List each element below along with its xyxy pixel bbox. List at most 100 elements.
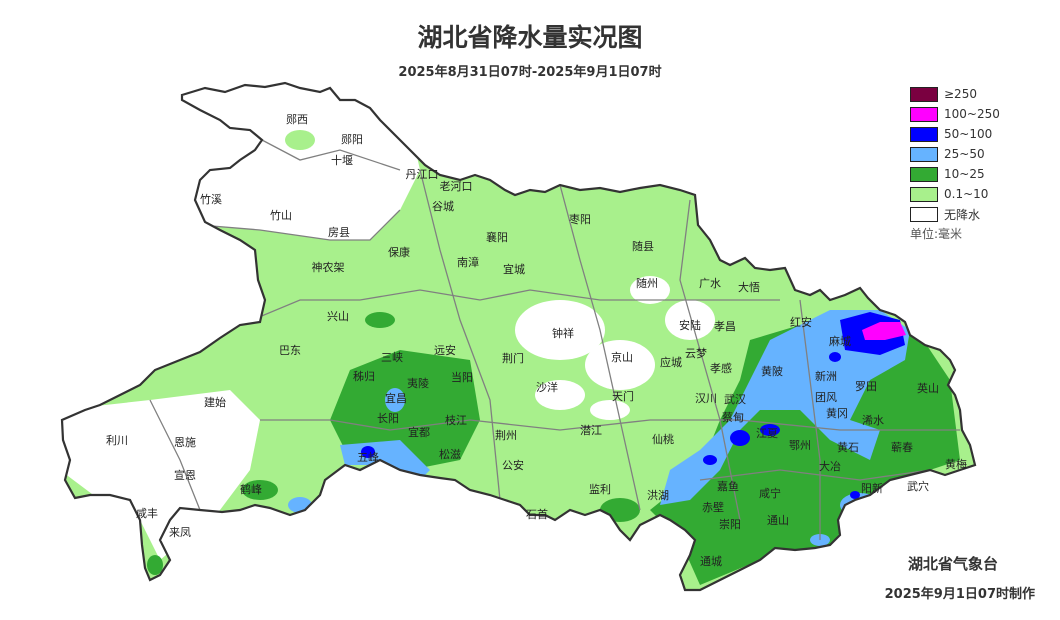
- county-label: 随州: [636, 276, 658, 290]
- county-label: 广水: [699, 277, 721, 290]
- county-label: 罗田: [855, 380, 877, 393]
- county-label: 襄阳: [486, 230, 508, 244]
- county-label: 江夏: [756, 427, 778, 440]
- legend-swatch: [910, 206, 938, 222]
- county-label: 天门: [612, 389, 634, 403]
- no-rain-area: [535, 380, 585, 410]
- issuer: 湖北省气象台: [907, 555, 998, 573]
- county-boundary: [679, 199, 741, 521]
- county-label: 长阳: [377, 412, 399, 425]
- moderate-rain-area: [600, 498, 640, 522]
- legend-swatch: [910, 106, 938, 122]
- county-boundary: [699, 469, 931, 481]
- county-label: 竹溪: [200, 192, 222, 206]
- county-label: 恩施: [174, 436, 196, 449]
- county-label: 神农架: [312, 260, 345, 274]
- county-label: 建始: [204, 395, 226, 409]
- county-label: 沙洋: [536, 380, 558, 394]
- county-label: 五峰: [357, 451, 379, 464]
- county-label: 十堰: [331, 153, 353, 167]
- county-label: 大悟: [738, 280, 760, 294]
- county-boundary: [559, 184, 641, 511]
- county-label: 黄梅: [945, 457, 967, 471]
- county-label: 团风: [815, 391, 837, 404]
- county-label: 蕲春: [891, 441, 913, 454]
- rainstorm-area: [703, 455, 717, 465]
- county-boundary: [419, 169, 501, 501]
- county-label: 来凤: [169, 526, 191, 539]
- county-label: 宜都: [408, 425, 430, 439]
- county-boundary: [261, 139, 401, 171]
- county-boundary: [799, 299, 821, 540]
- legend-item: 10~25: [910, 164, 1000, 184]
- county-boundary: [260, 419, 960, 431]
- moderate-rain-area: [242, 480, 278, 500]
- legend-unit: 单位:毫米: [910, 227, 963, 241]
- moderate-rain-area: [650, 310, 960, 585]
- county-label: 鹤峰: [240, 482, 262, 496]
- county-label: 武穴: [907, 479, 929, 493]
- county-label: 夷陵: [407, 377, 429, 390]
- county-label: 黄冈: [826, 406, 848, 420]
- no-rain-area: [515, 300, 605, 360]
- county-label: 宣恩: [174, 468, 196, 482]
- county-label: 崇阳: [719, 518, 741, 531]
- rainstorm-area: [829, 352, 841, 362]
- county-label: 麻城: [829, 334, 851, 348]
- legend-swatch: [910, 166, 938, 182]
- county-label: 丹江口: [406, 168, 439, 181]
- county-label: 兴山: [327, 310, 349, 323]
- county-label: 枣阳: [569, 213, 591, 226]
- county-label: 黄陂: [761, 364, 783, 378]
- county-boundary: [199, 209, 401, 241]
- moderate-rain-area: [330, 350, 480, 470]
- county-label: 利川: [106, 434, 128, 447]
- no-rain-area: [170, 83, 420, 240]
- province-boundary: [60, 81, 977, 592]
- county-label: 咸宁: [759, 486, 781, 500]
- county-boundary: [149, 399, 201, 511]
- county-label: 竹山: [270, 208, 292, 222]
- legend-label: 10~25: [944, 167, 985, 181]
- rainstorm-area: [760, 424, 780, 436]
- legend-label: 25~50: [944, 147, 985, 161]
- county-label: 当阳: [451, 370, 473, 384]
- legend-swatch: [910, 146, 938, 162]
- county-label: 潜江: [580, 423, 602, 437]
- no-rain-area: [665, 300, 715, 340]
- county-label: 红安: [790, 315, 812, 329]
- legend-label: 0.1~10: [944, 187, 989, 201]
- county-label: 仙桃: [652, 432, 674, 446]
- county-label: 安陆: [679, 318, 701, 332]
- heavy-rain-area: [660, 310, 910, 505]
- county-label: 阳新: [861, 481, 883, 495]
- rainstorm-area: [850, 491, 860, 499]
- legend-swatch: [910, 126, 938, 142]
- no-rain-area: [630, 276, 670, 304]
- county-label: 新洲: [815, 369, 837, 383]
- legend-item: 50~100: [910, 124, 1000, 144]
- county-label: 咸丰: [136, 507, 158, 520]
- no-rain-area: [590, 400, 630, 420]
- map-title: 湖北省降水量实况图: [417, 23, 643, 52]
- light-rain-area: [310, 252, 330, 268]
- no-rain-area: [62, 390, 260, 560]
- legend-label: ≥250: [944, 87, 977, 101]
- county-label: 宜昌: [385, 391, 407, 405]
- county-label: 大冶: [819, 459, 841, 473]
- county-label: 黄石: [837, 440, 859, 454]
- county-label: 南漳: [457, 255, 479, 269]
- county-label: 谷城: [432, 200, 454, 213]
- county-label: 汉川: [695, 392, 717, 405]
- county-labels: 郧西郧阳十堰丹江口老河口谷城竹溪竹山房县保康神农架襄阳南漳宜城枣阳随县随州 广水大…: [106, 113, 967, 568]
- moderate-rain-area: [365, 312, 395, 328]
- county-label: 洪湖: [647, 488, 669, 502]
- county-label: 老河口: [440, 180, 473, 193]
- county-label: 松滋: [439, 447, 461, 461]
- county-label: 郧西: [286, 113, 308, 126]
- county-label: 嘉鱼: [717, 479, 739, 493]
- legend-swatch: [910, 86, 938, 102]
- county-label: 赤壁: [702, 500, 724, 514]
- legend-label: 无降水: [944, 207, 981, 222]
- county-label: 浠水: [862, 413, 884, 427]
